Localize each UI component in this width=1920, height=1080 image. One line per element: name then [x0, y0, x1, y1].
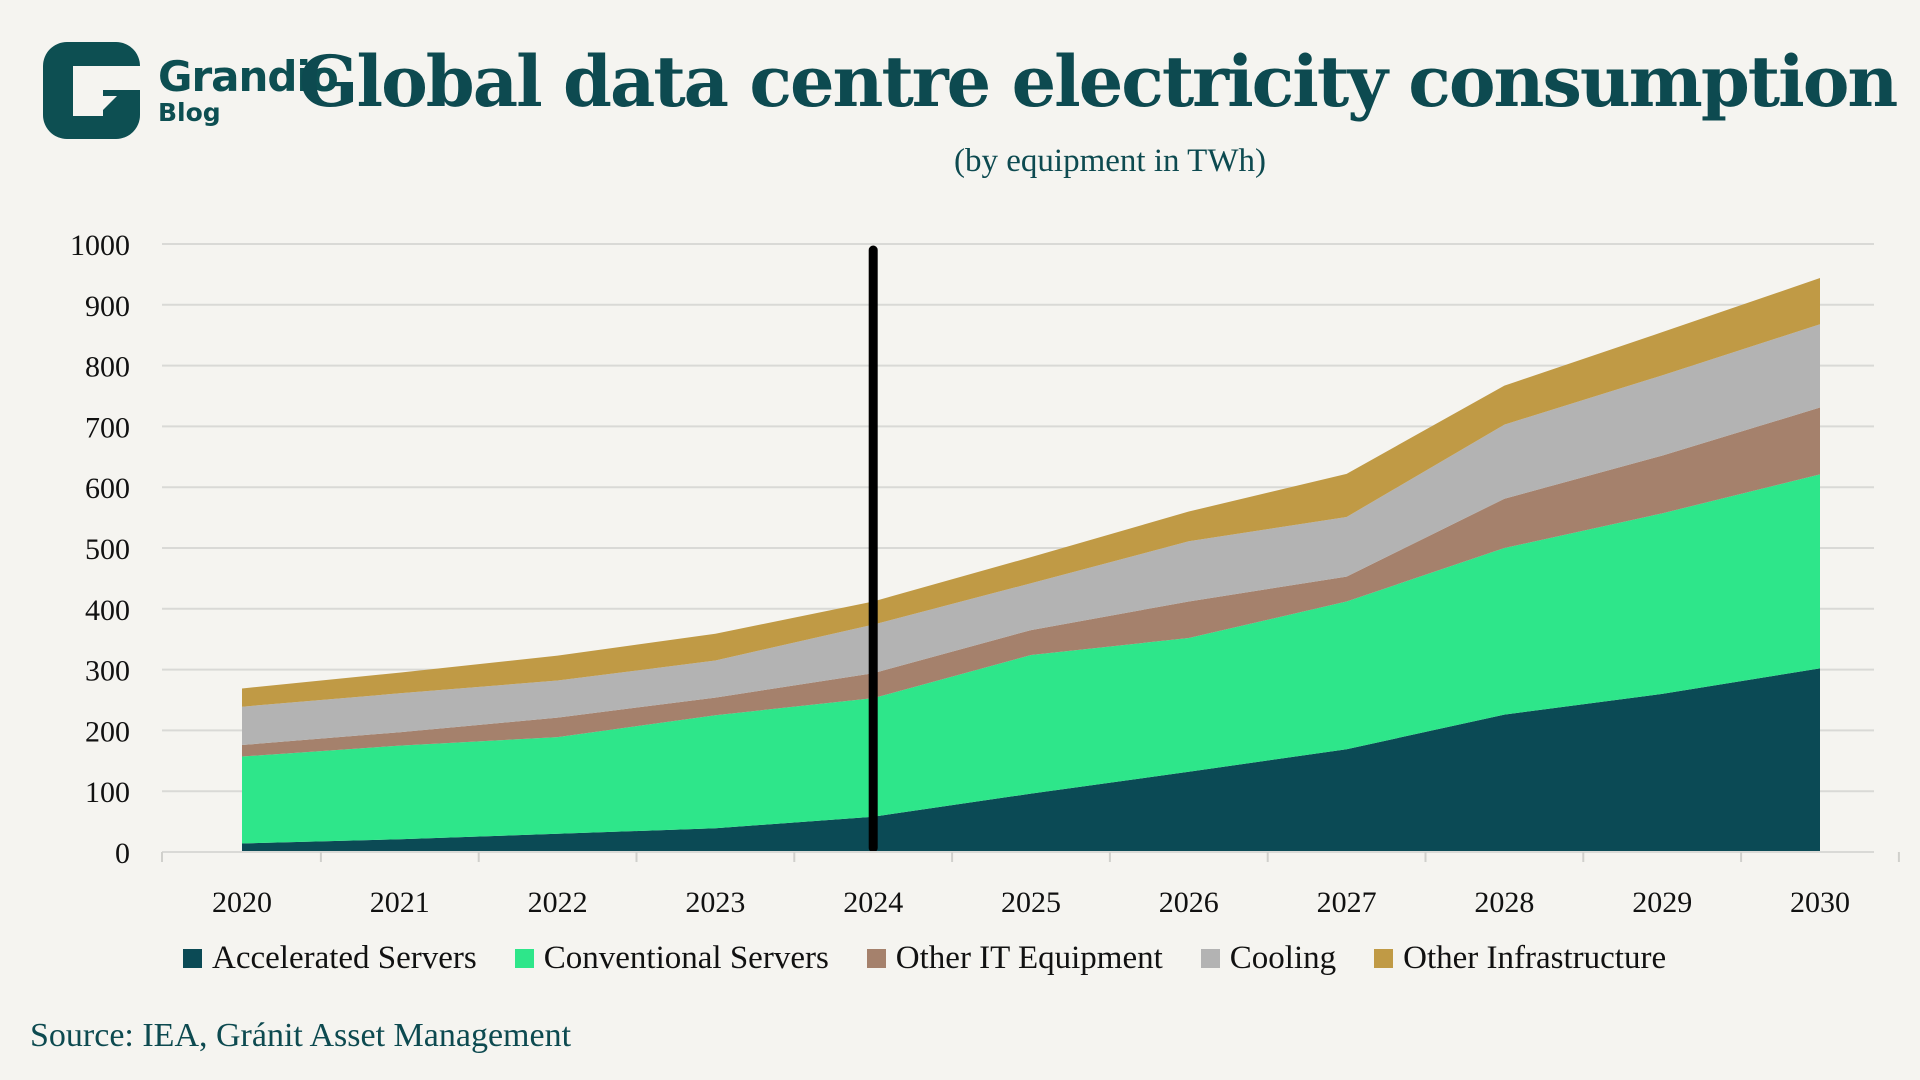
source-note: Source: IEA, Gránit Asset Management	[30, 1017, 572, 1054]
x-tick-label: 2023	[685, 886, 745, 919]
legend-label: Conventional Servers	[543, 940, 829, 976]
legend-swatch	[1200, 949, 1220, 968]
legend-swatch	[1374, 949, 1394, 968]
legend-swatch	[514, 949, 534, 968]
legend-swatch	[866, 949, 886, 968]
legend-label: Other IT Equipment	[895, 940, 1163, 976]
y-tick-label: 500	[85, 533, 130, 566]
chart-title: Global data centre electricity consumpti…	[298, 40, 1899, 123]
y-tick-label: 1000	[70, 229, 130, 262]
legend-item: Cooling	[1200, 940, 1337, 977]
chart-legend: Accelerated Servers Conventional Servers O…	[183, 940, 1666, 977]
legend-item: Other Infrastructure	[1374, 940, 1666, 977]
legend-item: Accelerated Servers	[183, 940, 477, 977]
x-tick-label: 2020	[212, 886, 272, 919]
y-tick-label: 400	[85, 594, 130, 627]
x-tick-label: 2027	[1317, 886, 1377, 919]
legend-label: Other Infrastructure	[1403, 940, 1667, 976]
area-cooling	[242, 324, 1820, 745]
legend-swatch	[183, 949, 202, 968]
x-tick-label: 2030	[1790, 886, 1850, 919]
brand-sub: Blog	[158, 97, 221, 127]
x-tick-label: 2022	[528, 886, 588, 919]
area-accelerated-servers	[242, 668, 1820, 852]
x-tick-label: 2028	[1474, 886, 1534, 919]
y-tick-label: 800	[85, 351, 130, 384]
y-tick-label: 600	[85, 472, 130, 505]
legend-item: Other IT Equipment	[866, 940, 1163, 977]
y-tick-label: 900	[85, 290, 130, 323]
y-tick-label: 200	[85, 715, 130, 748]
y-tick-label: 300	[85, 655, 130, 688]
brand-logo[interactable]: Grandio Blog	[43, 42, 339, 139]
area-conventional-servers	[242, 474, 1820, 844]
x-tick-label: 2026	[1159, 886, 1219, 919]
x-tick-label: 2025	[1001, 886, 1061, 919]
y-tick-label: 700	[85, 411, 130, 444]
legend-item: Conventional Servers	[514, 940, 829, 977]
brand-name: Grandio	[158, 51, 339, 101]
y-tick-label: 0	[115, 837, 130, 870]
x-tick-label: 2021	[370, 886, 430, 919]
chart-subtitle: (by equipment in TWh)	[954, 143, 1266, 179]
legend-label: Accelerated Servers	[212, 940, 477, 976]
y-tick-label: 100	[85, 776, 130, 809]
legend-label: Cooling	[1229, 940, 1337, 976]
x-tick-label: 2029	[1632, 886, 1692, 919]
x-tick-label: 2024	[843, 886, 903, 919]
grandio-g-logo-icon	[43, 42, 140, 139]
